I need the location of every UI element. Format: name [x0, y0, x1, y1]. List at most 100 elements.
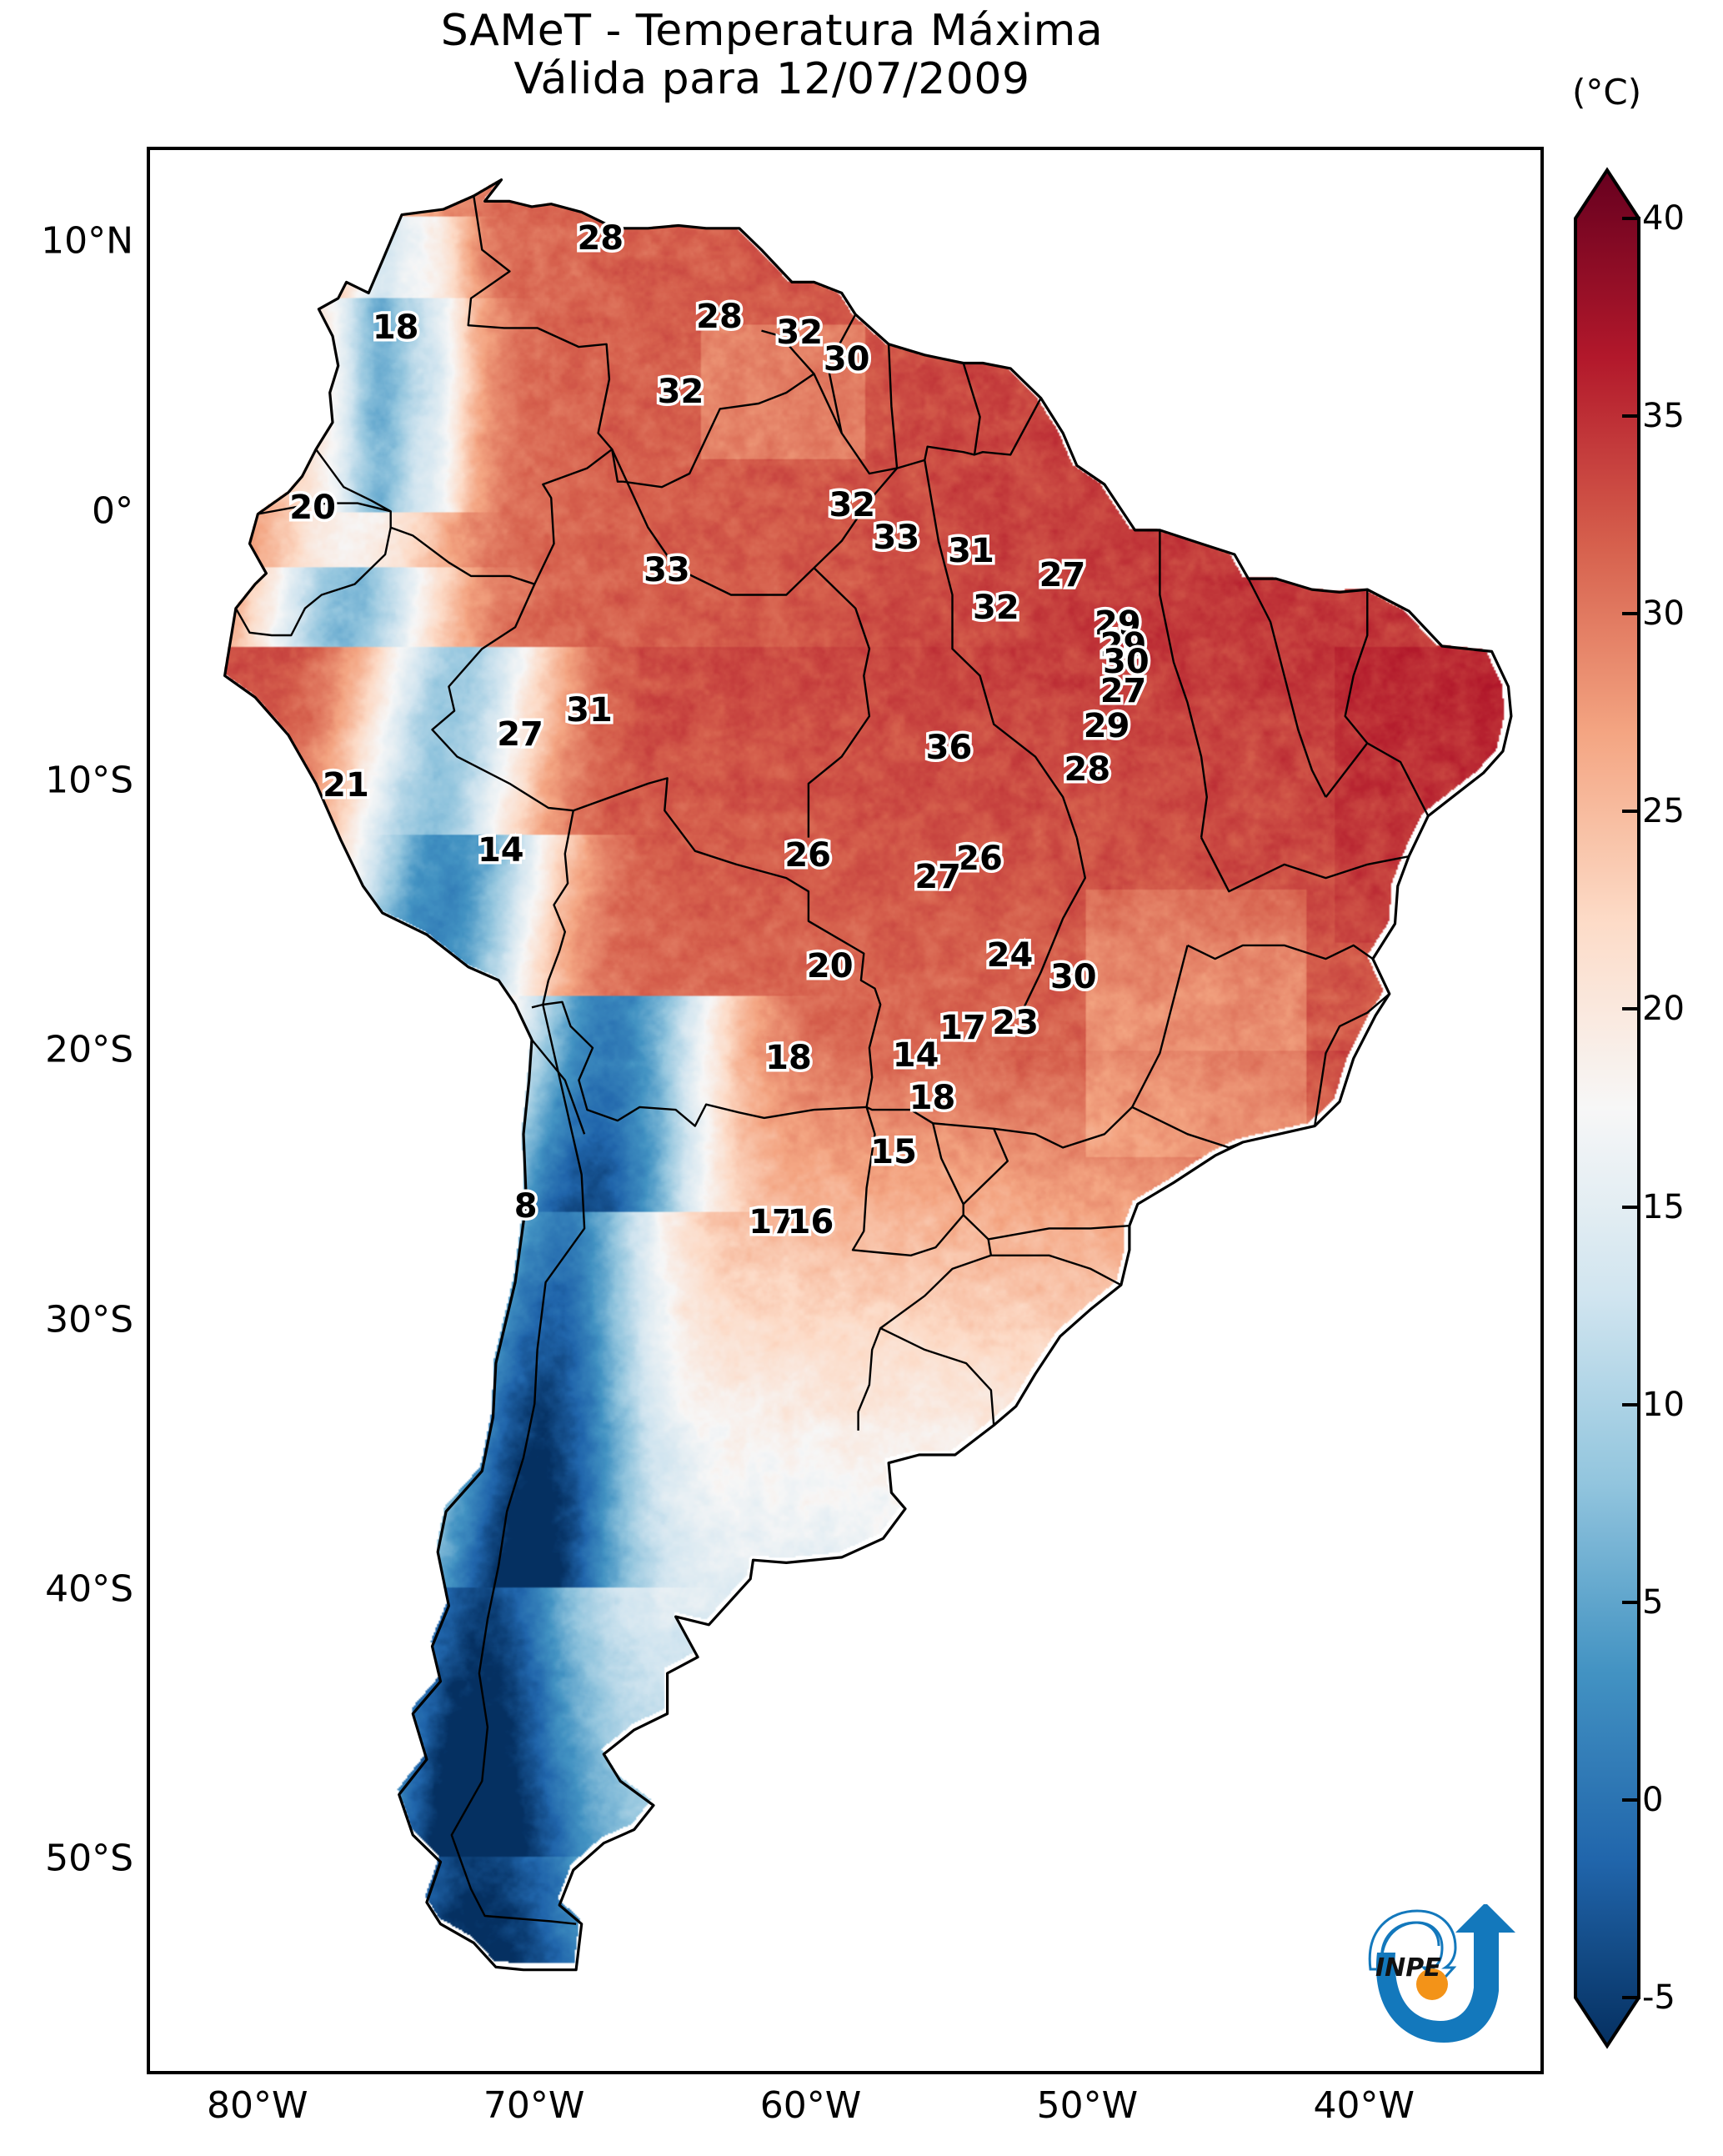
country-border — [1325, 742, 1369, 798]
country-border — [531, 1039, 586, 1135]
inpe-logo: INPE — [1352, 1903, 1515, 2059]
latitude-tick-label: 50°S — [45, 1837, 133, 1880]
country-border — [990, 1254, 1122, 1286]
colorbar-tick-label: 25 — [1642, 792, 1685, 831]
temperature-label: 33 — [641, 548, 694, 592]
country-borders-overlay — [223, 178, 1513, 1972]
country-border — [1131, 1106, 1244, 1149]
country-border — [887, 343, 899, 469]
country-border — [924, 459, 1078, 838]
temperature-label: 17 — [937, 1006, 989, 1050]
colorbar-tick-label: 10 — [1642, 1385, 1685, 1424]
temperature-label: 31 — [945, 529, 998, 574]
temperature-label: 14 — [474, 828, 527, 872]
country-border — [826, 313, 857, 434]
latitude-tick-label: 20°S — [45, 1028, 133, 1071]
temperature-label: 27 — [494, 712, 547, 756]
colorbar-tick-label: 40 — [1642, 199, 1685, 238]
longitude-tick-label: 80°W — [207, 2084, 308, 2127]
temperature-heatmap — [150, 150, 1540, 2071]
temperature-label: 8 — [511, 1184, 540, 1228]
country-border — [962, 1128, 1009, 1206]
temperature-label: 24 — [984, 934, 1036, 978]
temperature-label: 29 — [1097, 624, 1150, 668]
temperature-label: 30 — [1100, 639, 1153, 684]
colorbar-tick-mark — [1622, 1205, 1640, 1209]
colorbar-tick-mark — [1622, 414, 1640, 419]
colorbar-tick-label: 5 — [1642, 1582, 1664, 1622]
logo-inner-arc — [1380, 1921, 1440, 1965]
country-border — [1200, 837, 1410, 893]
temperature-label: 15 — [868, 1131, 920, 1175]
title-line-1: SAMeT - Temperatura Máxima — [440, 6, 1104, 56]
temperature-label: 27 — [1036, 554, 1089, 598]
colorbar-tick-mark — [1622, 612, 1640, 616]
latitude-tick-label: 30°S — [45, 1298, 133, 1341]
latitude-tick-label: 40°S — [45, 1567, 133, 1611]
longitude-tick-label: 70°W — [483, 2084, 585, 2127]
temperature-label: 18 — [906, 1076, 959, 1121]
longitude-tick-label: 50°W — [1036, 2084, 1139, 2127]
temperature-label: 36 — [923, 726, 975, 770]
country-border — [813, 373, 1042, 475]
temperature-label: 32 — [970, 585, 1023, 629]
colorbar-tick-mark — [1622, 1402, 1640, 1406]
colorbar-unit-label: (°C) — [1572, 72, 1642, 113]
country-border — [611, 449, 899, 596]
page-title: SAMeT - Temperatura Máxima Válida para 1… — [0, 6, 1544, 105]
colorbar-tick-label: 0 — [1642, 1780, 1664, 1819]
latitude-tick-label: 10°S — [45, 759, 133, 802]
colorbar-tick-mark — [1622, 1798, 1640, 1802]
temperature-label: 28 — [694, 294, 746, 338]
colorbar-tick-mark — [1622, 810, 1640, 814]
temperature-label: 27 — [912, 855, 964, 900]
country-border — [1187, 944, 1374, 960]
country-border — [315, 448, 613, 585]
temperature-label: 29 — [1080, 704, 1133, 749]
country-border — [450, 1004, 586, 1925]
colorbar-tick-mark — [1622, 1007, 1640, 1011]
longitude-tick-label: 60°W — [759, 2084, 862, 2127]
logo-text: INPE — [1375, 1953, 1441, 1983]
country-border — [573, 777, 882, 1108]
country-border — [467, 195, 624, 483]
logo-dot — [1416, 1968, 1448, 2000]
temperature-label: 21 — [320, 764, 373, 808]
country-border — [807, 567, 871, 838]
colorbar-tick-mark — [1622, 1600, 1640, 1604]
country-border — [1159, 529, 1208, 838]
colorbar-tick-label: 20 — [1642, 990, 1685, 1029]
colorbar-body — [1574, 167, 1640, 2049]
temperature-label: 18 — [369, 305, 422, 349]
colorbar-tick-label: 35 — [1642, 397, 1685, 436]
map-plot-area — [147, 147, 1544, 2074]
country-border — [623, 329, 815, 489]
country-border — [1344, 589, 1430, 817]
country-border — [1247, 578, 1327, 798]
temperature-label: 32 — [826, 484, 879, 528]
country-border — [962, 363, 981, 455]
temperature-label: 17 — [746, 1201, 799, 1245]
country-border — [531, 810, 574, 1009]
colorbar-tick-label: 15 — [1642, 1187, 1685, 1226]
country-border — [866, 1106, 964, 1216]
temperature-label: 32 — [774, 311, 826, 355]
country-border — [258, 502, 391, 515]
colorbar-tick-label: 30 — [1642, 594, 1685, 634]
temperature-label: 28 — [574, 216, 627, 260]
temperature-label: 32 — [654, 370, 707, 414]
temperature-label: 31 — [563, 688, 616, 732]
colorbar-tick-label: -5 — [1642, 1978, 1675, 2017]
country-border — [543, 1000, 867, 1127]
country-border — [1020, 837, 1086, 1014]
coastline — [223, 178, 1513, 1972]
temperature-label: 28 — [1061, 747, 1114, 791]
latitude-tick-label: 0° — [92, 489, 133, 533]
country-border — [431, 584, 573, 812]
colorbar[interactable]: 40 35 30 25 20 15 10 5 0 -5 — [1574, 147, 1685, 2074]
title-line-2: Válida para 12/07/2009 — [513, 54, 1030, 105]
temperature-label: 26 — [954, 836, 1006, 880]
temperature-label: 30 — [820, 338, 873, 382]
country-border — [857, 1214, 993, 1431]
temperature-label: 18 — [763, 1035, 815, 1080]
